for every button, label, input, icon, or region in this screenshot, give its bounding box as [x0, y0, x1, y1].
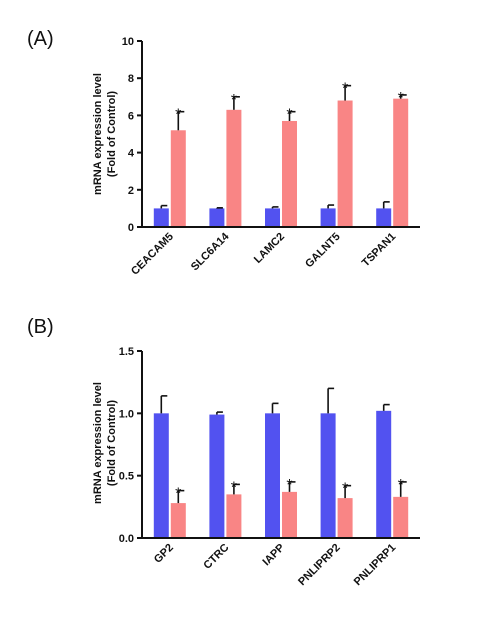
- panel-label-b: (B): [27, 316, 54, 338]
- y-ticks: 0 2 4 6 8 10: [122, 36, 142, 234]
- x-tick-label: PNLIPRP1: [352, 542, 399, 589]
- bar-treated: [170, 130, 186, 227]
- bar-treated: [282, 491, 297, 538]
- bar-control: [376, 208, 392, 227]
- x-tick-label: TSPAN1: [360, 231, 399, 270]
- bar-control: [153, 208, 169, 227]
- y-tick-label: 8: [128, 73, 134, 85]
- significance-star: *: [398, 477, 404, 494]
- significance-markers: * * * * *: [175, 81, 404, 124]
- bar-treated: [337, 498, 353, 538]
- y-tick-label: 1.5: [119, 346, 134, 358]
- bar-treated: [393, 496, 409, 538]
- y-tick-label: 0.5: [119, 471, 134, 483]
- error-bars: [160, 387, 407, 504]
- y-tick-label: 6: [128, 110, 134, 122]
- x-tick-labels: GP2 CTRC IAPP PNLIPRP2 PNLIPRP1: [152, 542, 398, 589]
- significance-star: *: [398, 90, 404, 107]
- y-ticks: 0.0 0.5 1.0 1.5: [119, 346, 142, 545]
- bar-control: [320, 413, 336, 538]
- x-tick-label: GALNT5: [303, 231, 343, 271]
- chart-panel-a: (A) mRNA expression level (Fold of Contr…: [27, 28, 420, 278]
- significance-star: *: [342, 481, 348, 498]
- bar-control: [376, 410, 392, 538]
- error-bars: [160, 84, 407, 209]
- chart-panel-b: (B) mRNA expression level (Fold of Contr…: [27, 316, 420, 588]
- y-tick-label: 1.0: [119, 408, 134, 420]
- y-tick-label: 4: [128, 148, 135, 160]
- significance-star: *: [175, 107, 181, 124]
- x-tick-label: PNLIPRP2: [296, 542, 343, 589]
- significance-star: *: [342, 81, 348, 98]
- bars: [153, 410, 409, 538]
- bars: [153, 98, 409, 227]
- bar-treated: [337, 100, 353, 227]
- x-tick-label: GP2: [152, 542, 176, 566]
- y-tick-label: 10: [122, 36, 134, 48]
- bar-control: [265, 208, 280, 227]
- bar-control: [320, 208, 336, 227]
- bar-control: [265, 413, 280, 538]
- y-tick-label: 2: [128, 185, 134, 197]
- y-axis-label-line1: mRNA expression level: [92, 73, 104, 195]
- bar-treated: [226, 494, 242, 538]
- bar-control: [153, 413, 169, 538]
- x-tick-labels: CEACAM5 SLC6A14 LAMC2 GALNT5 TSPAN1: [129, 230, 398, 278]
- x-tick-label: IAPP: [260, 542, 287, 569]
- significance-star: *: [231, 479, 237, 496]
- significance-star: *: [286, 477, 292, 494]
- y-axis-label-line1: mRNA expression level: [92, 382, 104, 504]
- x-tick-label: CTRC: [201, 542, 231, 572]
- significance-star: *: [286, 107, 292, 124]
- significance-star: *: [231, 92, 237, 109]
- y-axis-label-line2: (Fold of Control): [106, 91, 118, 177]
- y-axis-label-line2: (Fold of Control): [106, 400, 118, 486]
- bar-treated: [226, 109, 242, 227]
- x-tick-label: LAMC2: [252, 231, 287, 266]
- x-tick-label: CEACAM5: [129, 231, 176, 278]
- panel-label-a: (A): [27, 28, 54, 50]
- significance-markers: * * * * *: [175, 477, 404, 503]
- significance-star: *: [175, 486, 181, 503]
- x-tick-label: SLC6A14: [189, 230, 232, 273]
- y-tick-label: 0.0: [119, 533, 134, 545]
- bar-treated: [282, 120, 297, 227]
- y-tick-label: 0: [128, 222, 134, 234]
- bar-control: [209, 208, 225, 227]
- bar-treated: [393, 98, 409, 227]
- bar-control: [209, 414, 225, 538]
- bar-treated: [170, 503, 186, 538]
